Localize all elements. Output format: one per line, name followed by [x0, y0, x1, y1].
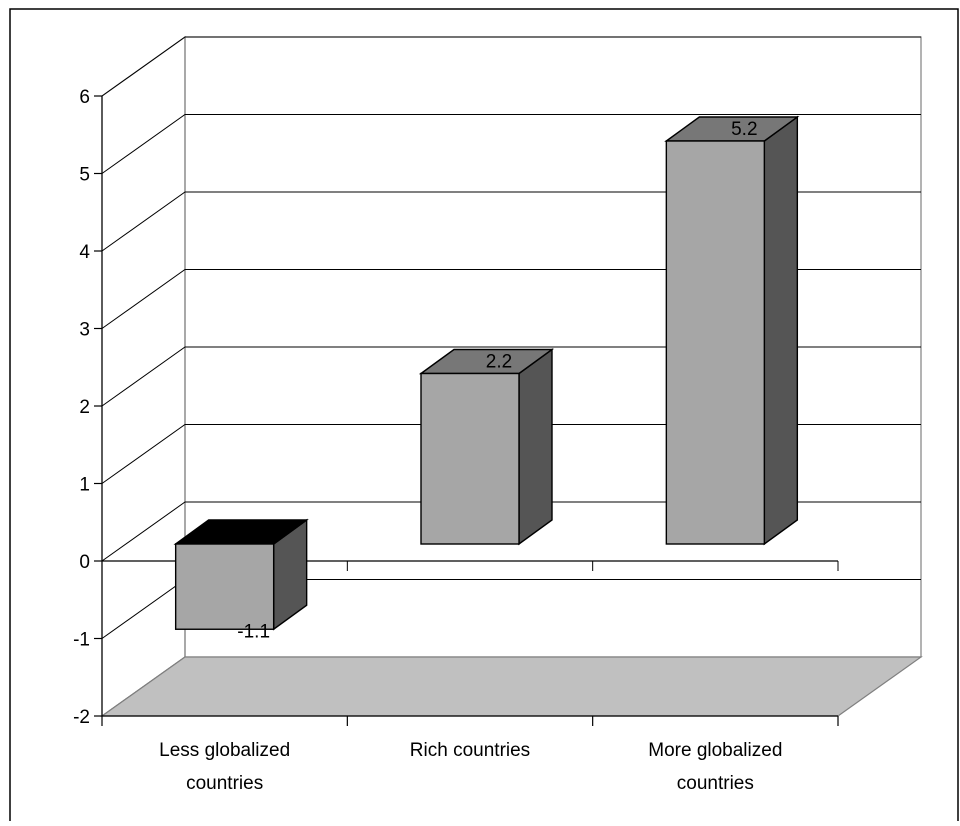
category-label-line: More globalized [648, 740, 782, 761]
bar-front-face [420, 372, 520, 545]
chart-border [9, 8, 959, 826]
chart-floor [100, 656, 923, 717]
bar [418, 348, 555, 546]
y-tick-label: 3 [79, 320, 90, 341]
floor-plane [100, 656, 923, 717]
gridline [101, 191, 921, 252]
y-tick-label: 4 [79, 242, 90, 263]
gridline [101, 36, 921, 97]
bar [173, 518, 309, 631]
y-tick-label: -1 [73, 630, 90, 651]
category-label-line: Less globalized [159, 740, 290, 761]
bar-front-face [174, 543, 275, 630]
data-label: -1.1 [237, 621, 270, 642]
y-tick-label: 6 [79, 87, 90, 108]
y-tick-label: 5 [79, 165, 90, 186]
category-label: Rich countries [410, 740, 530, 761]
bar-front-face [665, 140, 766, 545]
category-label: Less globalized countries [159, 740, 290, 794]
data-label: 2.2 [486, 352, 512, 373]
gridline [101, 269, 921, 329]
y-tick-label: 1 [79, 475, 90, 496]
y-tick-label: 0 [79, 552, 90, 573]
bar-side-face [518, 348, 553, 546]
data-label: 5.2 [731, 119, 757, 140]
bar-side-face [763, 115, 799, 546]
bar [664, 115, 800, 546]
y-tick-label: 2 [79, 397, 90, 418]
bars [173, 115, 800, 631]
labels: -2 -1 0 1 2 3 4 5 6 -1.1 Less globalized countries 2… [73, 87, 782, 794]
gridline [101, 114, 921, 174]
category-label-line: Rich countries [410, 740, 530, 761]
category-label-line: countries [186, 773, 263, 794]
y-tick-label: -2 [73, 707, 90, 728]
category-label: More globalized countries [648, 740, 782, 794]
category-label-line: countries [677, 773, 754, 794]
